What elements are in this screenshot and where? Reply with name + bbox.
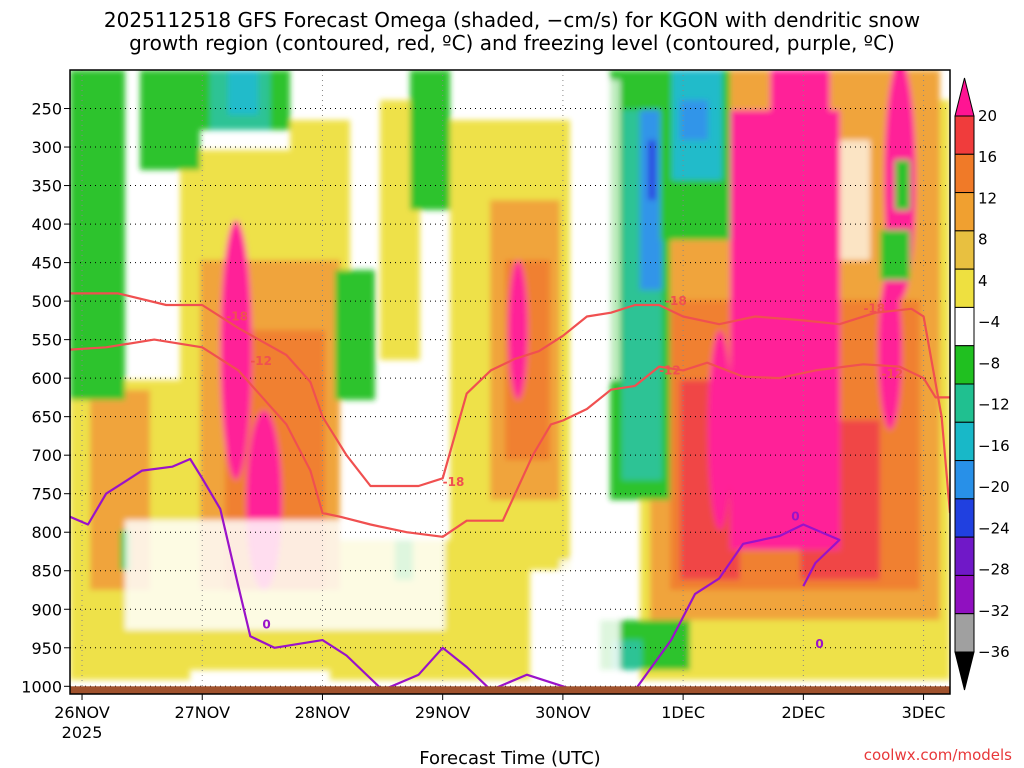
y-tick-label: 350 xyxy=(31,177,62,196)
colorbar-box xyxy=(954,268,975,308)
colorbar-box xyxy=(954,192,975,232)
y-tick-label: 800 xyxy=(31,523,62,542)
y-tick-label: 450 xyxy=(31,254,62,273)
contour-label: -12 xyxy=(881,367,903,381)
chart-title-line1: 2025112518 GFS Forecast Omega (shaded, −… xyxy=(104,8,920,32)
colorbar-label: 12 xyxy=(978,189,997,207)
contour-label: -12 xyxy=(659,363,681,377)
colorbar-label: −16 xyxy=(978,437,1010,455)
colorbar-top-arrow xyxy=(954,77,975,117)
contour-label: -18 xyxy=(665,294,687,308)
colorbar-label: −24 xyxy=(978,519,1010,537)
y-tick-label: 1000 xyxy=(21,677,62,696)
contour-dendritic-growth--12 xyxy=(70,338,950,538)
colorbar-box xyxy=(954,574,975,615)
x-tick-label: 28NOV xyxy=(295,703,351,722)
colorbar-label: 16 xyxy=(978,148,997,166)
colorbar-label: 20 xyxy=(978,107,997,125)
colorbar-box xyxy=(954,230,975,270)
x-tick-label: 30NOV xyxy=(535,703,591,722)
y-tick-label: 550 xyxy=(31,331,62,350)
x-tick-label: 27NOV xyxy=(174,703,230,722)
x-tick-label: 3DEC xyxy=(902,703,946,722)
colorbar-box xyxy=(954,460,975,500)
colorbar-box xyxy=(954,306,975,347)
y-tick-label: 900 xyxy=(31,600,62,619)
contour-freezing-level-0 xyxy=(70,457,841,694)
y-tick-label: 750 xyxy=(31,485,62,504)
colorbar-label: −28 xyxy=(978,561,1010,579)
contour-label: -18 xyxy=(863,302,885,316)
colorbar-label: −20 xyxy=(978,478,1010,496)
contour-dendritic-growth--18 xyxy=(70,292,950,514)
x-tick-label: 26NOV xyxy=(54,703,110,722)
y-tick-label: 700 xyxy=(31,446,62,465)
y-tick-label: 650 xyxy=(31,408,62,427)
colorbar-box xyxy=(954,421,975,462)
y-tick-label: 950 xyxy=(31,639,62,658)
colorbar-box xyxy=(954,115,975,155)
contour-label: -18 xyxy=(226,309,248,323)
contour-label: -12 xyxy=(250,354,272,368)
credit-link[interactable]: coolwx.com/models xyxy=(864,746,1012,764)
y-tick-label: 500 xyxy=(31,292,62,311)
colorbar-box xyxy=(954,498,975,538)
colorbar-box xyxy=(954,383,975,423)
x-tick-label: 29NOV xyxy=(415,703,471,722)
colorbar-box xyxy=(954,613,975,653)
plot-frame xyxy=(69,69,951,695)
contour-label: -18 xyxy=(443,475,465,489)
omega-shading xyxy=(70,70,950,680)
colorbar-label: −36 xyxy=(978,643,1010,661)
colorbar-box xyxy=(954,153,975,194)
y-tick-label: 600 xyxy=(31,369,62,388)
colorbar-label: 8 xyxy=(978,231,988,249)
colorbar-label: −12 xyxy=(978,396,1010,414)
colorbar-label: 4 xyxy=(978,272,988,290)
y-tick-label: 850 xyxy=(31,562,62,581)
ground-surface xyxy=(70,686,950,694)
chart-title-line2: growth region (contoured, red, ºC) and f… xyxy=(129,31,895,55)
x-tick-label: 1DEC xyxy=(661,703,705,722)
y-tick-label: 300 xyxy=(31,138,62,157)
y-tick-label: 400 xyxy=(31,215,62,234)
x-axis-label: Forecast Time (UTC) xyxy=(419,748,600,768)
colorbar-label: −4 xyxy=(978,313,1000,331)
colorbar-bottom-arrow xyxy=(954,651,975,691)
contour-layer: -12 -12 -12 -18 -18 -18 -18 0 0 0 xyxy=(70,292,950,694)
contour-label: 0 xyxy=(815,637,823,651)
contour-label: 0 xyxy=(262,618,270,632)
y-axis: 250 300 350 400 450 500 550 600 650 700 750 800 850 9… xyxy=(21,100,70,696)
colorbar: 20 16 12 8 4 −4 −8 −12 −16 −20 −24 −28 −32 −36 xyxy=(954,77,1010,691)
contour-label: 0 xyxy=(791,510,799,524)
colorbar-box xyxy=(954,345,975,385)
x-tick-label: 2DEC xyxy=(781,703,825,722)
colorbar-label: −8 xyxy=(978,354,1000,372)
colorbar-label: −32 xyxy=(978,602,1010,620)
y-tick-label: 250 xyxy=(31,100,62,119)
colorbar-box xyxy=(954,536,975,576)
x-tick-year-label: 2025 xyxy=(62,723,103,742)
